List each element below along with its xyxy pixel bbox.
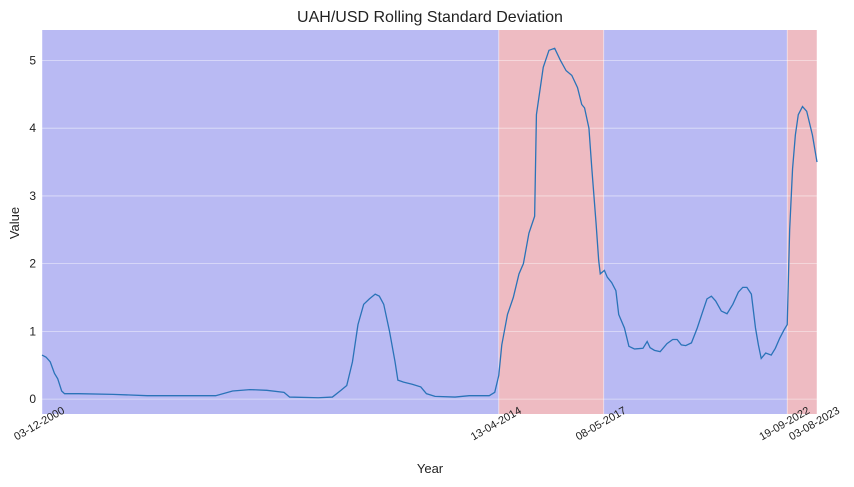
y-tick-label: 3 [29, 189, 36, 203]
grid-lines [41, 30, 818, 414]
y-tick-label: 2 [29, 257, 36, 271]
y-tick-label: 1 [29, 324, 36, 338]
x-axis-label: Year [417, 461, 444, 476]
regime-band-3 [787, 30, 817, 414]
y-axis-label: Value [7, 207, 22, 239]
regime-band-0 [42, 30, 499, 414]
regime-band-2 [603, 30, 788, 414]
chart-title: UAH/USD Rolling Standard Deviation [297, 9, 563, 26]
series-line [41, 47, 818, 399]
y-tick-labels: 0 1 2 3 4 5 [29, 53, 36, 406]
y-tick-label: 4 [29, 121, 36, 135]
regime-band-1 [498, 30, 604, 414]
regime-bands [42, 30, 817, 414]
x-tick-label: 03-12-2000 [12, 405, 67, 444]
y-tick-label: 5 [29, 53, 36, 67]
y-tick-label: 0 [29, 392, 36, 406]
